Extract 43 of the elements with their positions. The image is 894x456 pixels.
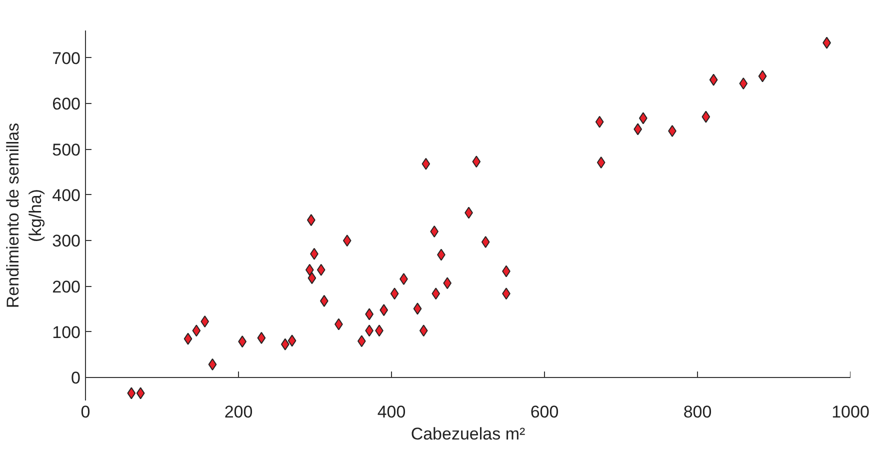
point [739, 77, 748, 90]
point [422, 158, 430, 170]
point [595, 116, 604, 128]
x-tick-label: 600 [530, 402, 559, 422]
y-tick-label: 500 [52, 140, 81, 160]
y-tick-label: 100 [52, 322, 81, 342]
point [208, 358, 217, 370]
point [316, 264, 326, 276]
point [596, 156, 606, 169]
point [419, 324, 428, 337]
x-axis-title: Cabezuelas m² [410, 424, 526, 444]
y-axis-title: Rendimiento de semillas (kg/ha) [3, 122, 46, 308]
point [432, 288, 440, 300]
point [305, 264, 314, 276]
point [380, 304, 388, 316]
x-tick-label: 400 [377, 402, 406, 422]
y-tick-label: 400 [52, 186, 81, 205]
point [430, 225, 439, 238]
x-tick-label: 200 [224, 402, 253, 422]
point [390, 288, 399, 300]
y-tick-label: 600 [52, 94, 81, 114]
point [758, 70, 767, 82]
point [127, 387, 136, 400]
point [257, 332, 266, 344]
point [472, 156, 481, 168]
point [200, 315, 210, 328]
y-tick-label: 0 [71, 368, 81, 388]
point [342, 234, 352, 247]
x-tick-label: 1000 [832, 402, 870, 422]
y-tick-label: 700 [52, 48, 81, 68]
point [288, 334, 296, 347]
point [481, 236, 490, 248]
point [136, 387, 145, 400]
point [192, 324, 201, 337]
point [184, 332, 192, 345]
point [413, 302, 422, 315]
point [709, 74, 718, 86]
point [443, 277, 452, 290]
point [702, 110, 710, 123]
point [308, 272, 316, 284]
y-tick-label: 200 [52, 277, 81, 296]
x-tick-label: 800 [683, 402, 712, 422]
y-tick-label: 300 [52, 232, 81, 251]
